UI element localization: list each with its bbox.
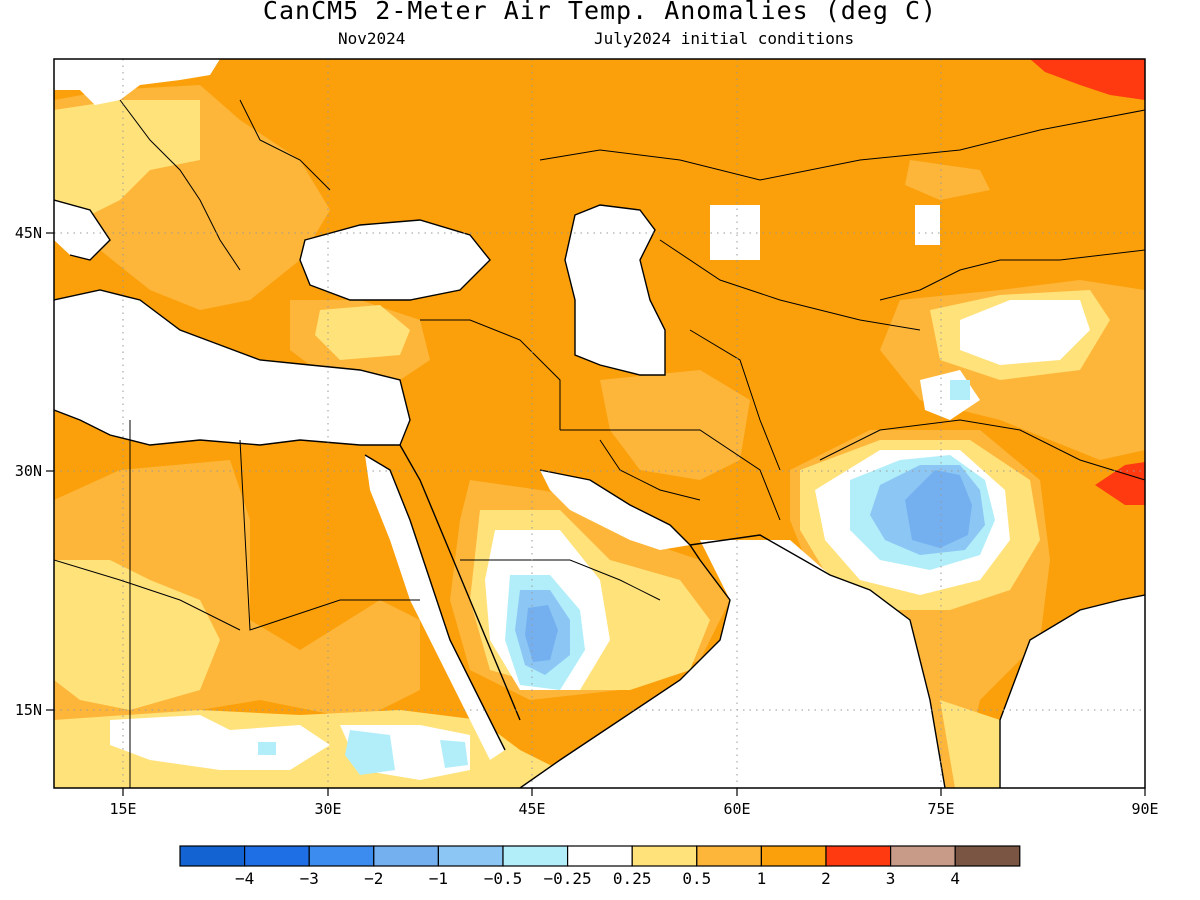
- anomaly-field: [54, 59, 1145, 788]
- colorbar-label: 3: [886, 869, 896, 888]
- slight-warm-zone-turkey: [315, 305, 410, 360]
- colorbar-label: 1: [757, 869, 767, 888]
- persian-gulf: [540, 470, 690, 550]
- colorbar-swatch: [179, 845, 246, 867]
- map-frame: [53, 58, 1146, 789]
- slight-warm-zone-africa-sw: [54, 560, 220, 710]
- warm-zone-central-asia: [905, 160, 990, 200]
- slight-cool-zone-sahel-west: [258, 742, 276, 755]
- caspian-sea: [565, 205, 665, 375]
- colorbar-swatch: [308, 845, 375, 867]
- colorbar-swatch: [244, 845, 310, 867]
- baltic-area: [54, 59, 220, 105]
- tick-marks: [46, 232, 1146, 796]
- adriatic-sea: [54, 200, 110, 260]
- slight-cool-zone-sahel: [345, 730, 395, 775]
- slight-warm-zone-west-europe: [54, 100, 200, 220]
- slight-cool-zone-kashmir: [950, 380, 970, 400]
- lon-tick-label: 45E: [518, 800, 545, 818]
- country-borders: [54, 99, 1145, 788]
- colorbar-label: −3: [300, 869, 319, 888]
- colorbar-label: −0.25: [544, 869, 592, 888]
- colorbar-swatch: [502, 845, 569, 867]
- colorbar-swatch: [566, 845, 633, 867]
- colorbar-swatch: [954, 845, 1021, 867]
- colorbar-swatch: [760, 845, 827, 867]
- cooler-zone-arabia: [525, 605, 558, 662]
- bay-of-bengal: [1000, 595, 1145, 788]
- slight-warm-zone-south-india: [940, 700, 1000, 788]
- colorbar-swatch: [373, 845, 439, 867]
- lake-balkhash: [915, 205, 940, 245]
- lat-tick-label: 15N: [15, 701, 42, 719]
- colorbar-swatch: [889, 845, 956, 867]
- colorbar-swatch: [696, 845, 762, 867]
- colorbar-swatch: [631, 845, 698, 867]
- lat-tick-label: 30N: [15, 462, 42, 480]
- lon-tick-label: 90E: [1131, 800, 1158, 818]
- mediterranean-sea: [54, 290, 410, 445]
- colorbar-label: −2: [364, 869, 383, 888]
- lon-tick-label: 30E: [314, 800, 341, 818]
- graticule: [54, 59, 1145, 788]
- initial-conditions-label: July2024 initial conditions: [594, 29, 855, 48]
- hot-zone-northeast: [1030, 59, 1145, 100]
- lon-tick-label: 75E: [927, 800, 954, 818]
- colorbar-label: −4: [235, 869, 254, 888]
- colorbar-label: −1: [429, 869, 448, 888]
- colorbar-label: 0.25: [613, 869, 652, 888]
- slight-cool-zone-sahel-east: [440, 740, 468, 768]
- hot-zone-tibet: [1095, 462, 1145, 505]
- aral-sea: [710, 205, 760, 260]
- colorbar-label: 2: [821, 869, 831, 888]
- red-sea: [365, 455, 505, 760]
- map-title: CanCM5 2-Meter Air Temp. Anomalies (deg …: [262, 0, 938, 25]
- lon-tick-label: 60E: [723, 800, 750, 818]
- neutral-zone-himalaya: [960, 300, 1090, 365]
- colorbar-swatch: [825, 845, 892, 867]
- colorbar: −4 −3 −2 −1 −0.5 −0.25 0.25 0.5 1 2 3 4: [179, 845, 1021, 888]
- colorbar-label: −0.5: [484, 869, 523, 888]
- neutral-zone-sahel: [110, 715, 330, 770]
- black-sea: [300, 220, 490, 300]
- colorbar-label: 4: [950, 869, 960, 888]
- warm-zone-iran: [600, 370, 750, 480]
- arabian-sea: [520, 540, 945, 788]
- coastlines: [54, 199, 1145, 788]
- lon-tick-label: 15E: [109, 800, 136, 818]
- cooler-zone-india: [905, 470, 972, 548]
- forecast-month: Nov2024: [338, 29, 406, 48]
- lat-tick-label: 45N: [15, 224, 42, 242]
- colorbar-label: 0.5: [682, 869, 711, 888]
- colorbar-swatch: [437, 845, 504, 867]
